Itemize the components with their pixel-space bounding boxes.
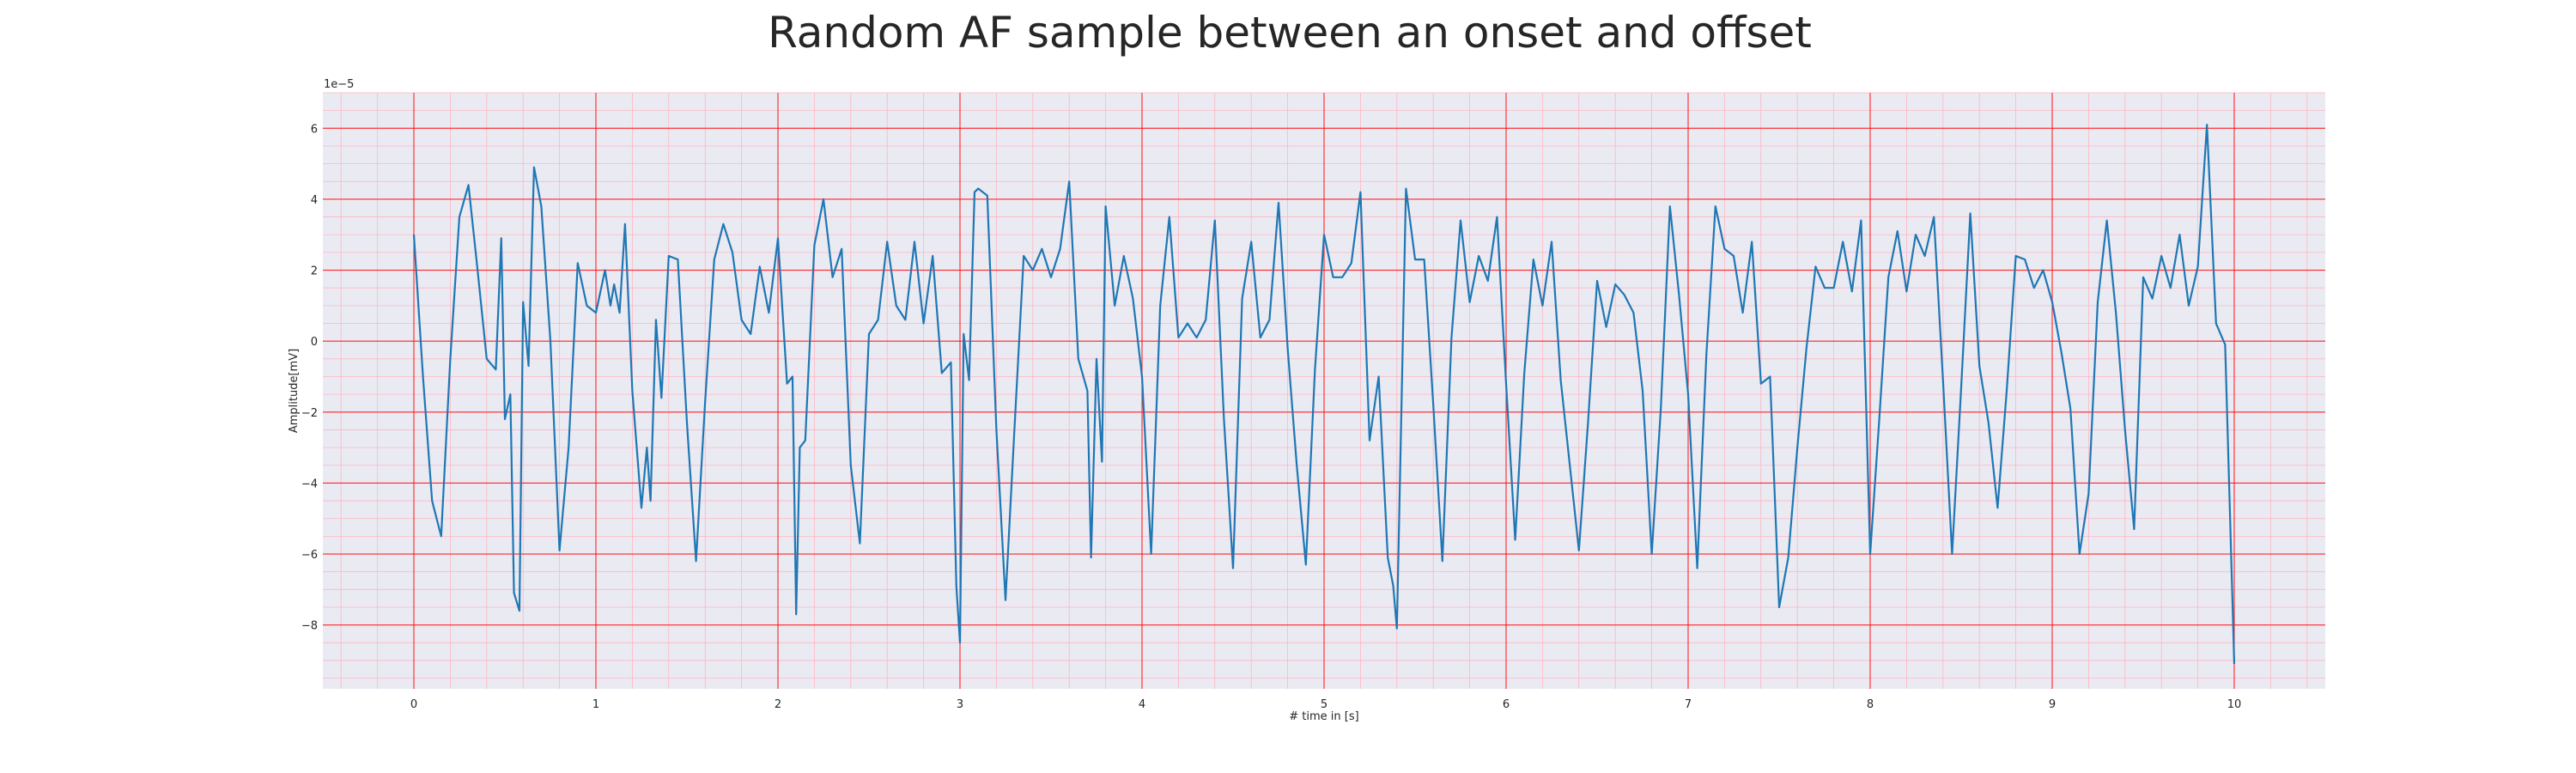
y-tick-label: 0 (311, 336, 318, 349)
x-tick-label: 0 (410, 698, 417, 711)
x-axis-ticks: 0 1 2 3 4 5 6 7 8 9 10 (410, 698, 2241, 711)
x-tick-label: 10 (2227, 698, 2242, 711)
y-tick-label: −4 (301, 478, 318, 490)
y-axis-ticks: −8 −6 −4 −2 0 2 4 6 (301, 123, 318, 632)
y-offset-label: 1e−5 (324, 78, 354, 91)
signal-line (412, 124, 2236, 665)
x-tick-label: 6 (1503, 698, 1510, 711)
x-tick-label: 8 (1867, 698, 1874, 711)
x-tick-label: 9 (2049, 698, 2056, 711)
x-tick-label: 1 (592, 698, 599, 711)
y-tick-label: 2 (311, 265, 318, 278)
x-tick-label: 5 (1321, 698, 1327, 711)
x-tick-label: 3 (957, 698, 963, 711)
y-tick-label: −6 (301, 549, 318, 562)
y-tick-label: −8 (301, 620, 318, 633)
y-axis-label: Amplitude[mV] (288, 349, 301, 433)
major-grid (323, 93, 2325, 689)
chart-title: Random AF sample between an onset and of… (768, 8, 1812, 58)
x-tick-label: 2 (775, 698, 781, 711)
x-tick-label: 7 (1685, 698, 1692, 711)
y-tick-label: 6 (311, 123, 318, 136)
y-tick-label: −2 (301, 407, 318, 420)
x-axis-label: # time in [s] (1289, 710, 1358, 723)
y-tick-label: 4 (311, 194, 318, 207)
x-tick-label: 4 (1139, 698, 1145, 711)
